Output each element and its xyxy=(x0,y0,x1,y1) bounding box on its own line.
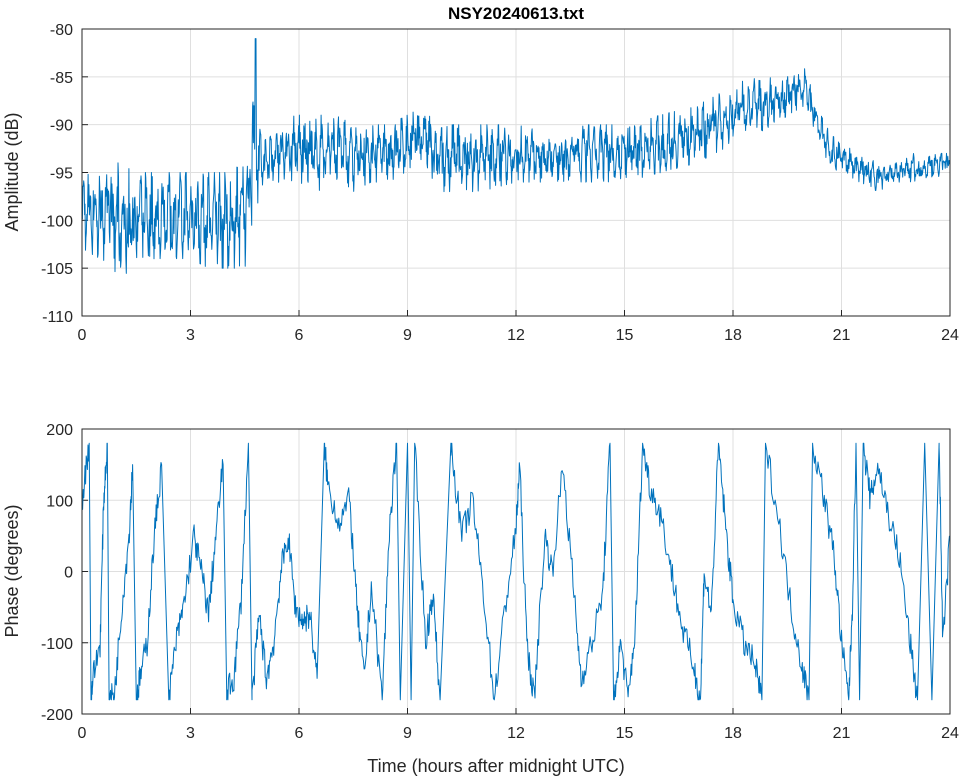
amplitude-axes: 0 3 6 9 12 15 18 21 24 -80 -85 -90 -95 -100 -105 -110 xyxy=(41,22,959,344)
x-tick-label: 24 xyxy=(941,327,959,344)
phase-xlabel: Time (hours after midnight UTC) xyxy=(367,756,624,776)
x-tick-label: 15 xyxy=(616,327,634,344)
x-tick-label: 21 xyxy=(833,725,851,742)
phase-axes: 0 3 6 9 12 15 18 21 24 200 100 0 -100 -200 xyxy=(41,422,959,742)
chart-title: NSY20240613.txt xyxy=(448,4,584,23)
x-tick-label: 0 xyxy=(78,725,87,742)
y-tick-label: 200 xyxy=(46,422,73,439)
y-tick-label: 100 xyxy=(46,493,73,510)
axes-frame xyxy=(81,428,951,715)
axes-frame xyxy=(81,28,951,317)
amplitude-series-line xyxy=(81,38,951,274)
y-tick-label: -200 xyxy=(41,707,73,724)
x-tick-label: 3 xyxy=(186,327,195,344)
x-tick-label: 6 xyxy=(295,327,304,344)
phase-ylabel: Phase (degrees) xyxy=(2,504,22,637)
y-tick-label: -110 xyxy=(42,309,73,326)
x-tick-label: 12 xyxy=(507,725,525,742)
x-tick-label: 9 xyxy=(403,725,412,742)
x-tick-label: 0 xyxy=(78,327,87,344)
y-tick-label: -90 xyxy=(50,118,73,135)
x-tick-label: 6 xyxy=(295,725,304,742)
y-tick-label: -100 xyxy=(41,636,73,653)
y-tick-label: -95 xyxy=(50,166,73,183)
y-tick-label: -85 xyxy=(50,70,73,87)
x-tick-label: 18 xyxy=(724,327,742,344)
y-tick-label: -80 xyxy=(50,22,73,39)
x-tick-label: 9 xyxy=(403,327,412,344)
y-tick-label: 0 xyxy=(64,565,73,582)
x-tick-label: 24 xyxy=(941,725,959,742)
x-tick-label: 21 xyxy=(833,327,851,344)
phase-series-line xyxy=(81,442,951,701)
y-tick-label: -105 xyxy=(41,261,73,278)
y-tick-label: -100 xyxy=(41,213,73,230)
x-tick-label: 12 xyxy=(507,327,525,344)
x-tick-label: 18 xyxy=(724,725,742,742)
x-tick-label: 3 xyxy=(186,725,195,742)
x-tick-label: 15 xyxy=(616,725,634,742)
amplitude-ylabel: Amplitude (dB) xyxy=(2,112,22,231)
